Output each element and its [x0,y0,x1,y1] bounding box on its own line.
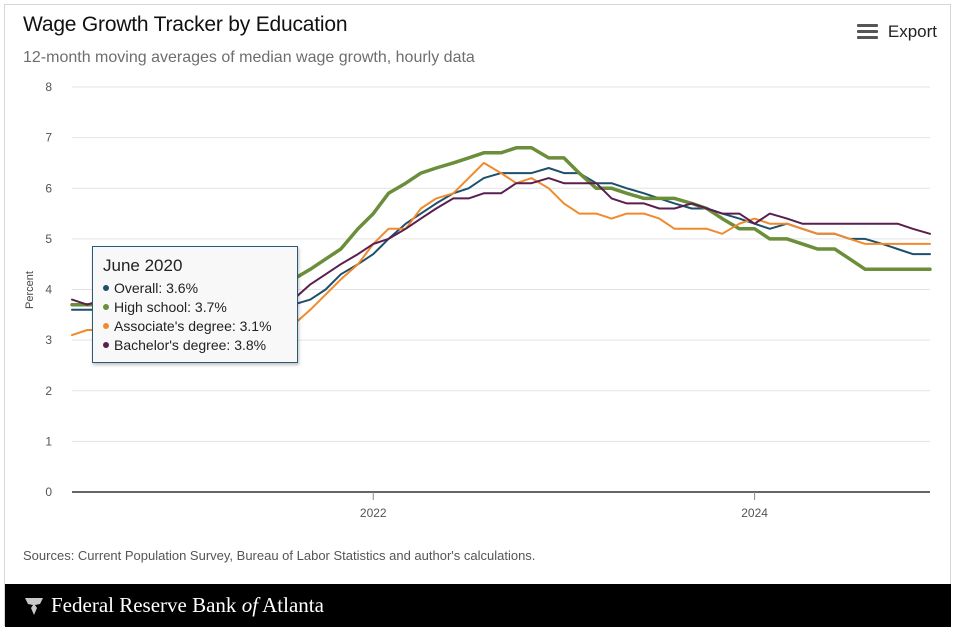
x-tick-label: 2022 [360,506,387,520]
tooltip-row-associates: Associate's degree: 3.1% [103,317,297,336]
eagle-logo-icon [25,597,43,615]
tooltip-row-text: Associate's degree: 3.1% [114,318,272,334]
y-tick-label: 8 [45,80,52,94]
chart-title: Wage Growth Tracker by Education [23,13,348,36]
dot-icon [103,323,109,330]
tooltip: June 2020 Overall: 3.6% High school: 3.7… [92,246,298,363]
tooltip-row-high-school: High school: 3.7% [103,298,297,317]
tooltip-row-bachelors: Bachelor's degree: 3.8% [103,336,297,355]
y-tick-label: 6 [45,181,52,195]
x-tick-label: 2024 [741,506,768,520]
export-button[interactable]: Export [856,21,937,42]
organization-name: Federal Reserve Bank of Atlanta [51,593,324,617]
dot-icon [103,342,109,349]
dot-icon [103,285,109,292]
tooltip-row-text: Overall: 3.6% [114,280,199,296]
y-tick-label: 7 [45,131,52,145]
y-axis-label: Percent [24,271,36,309]
tooltip-row-overall: Overall: 3.6% [103,279,297,298]
tooltip-title: June 2020 [103,256,183,275]
dot-icon [103,304,109,311]
footer-bar: Federal Reserve Bank of Atlanta [5,584,951,627]
y-tick-label: 4 [45,283,52,297]
tooltip-row-text: Bachelor's degree: 3.8% [114,337,267,353]
source-note: Sources: Current Population Survey, Bure… [23,548,536,563]
hamburger-menu-icon [856,21,878,42]
tooltip-row-text: High school: 3.7% [114,299,227,315]
y-tick-label: 1 [45,434,52,448]
y-tick-label: 2 [45,384,52,398]
y-tick-label: 5 [45,232,52,246]
y-tick-label: 3 [45,333,52,347]
chart-subtitle: 12-month moving averages of median wage … [23,49,475,66]
export-label: Export [887,21,937,41]
y-tick-label: 0 [45,485,52,499]
